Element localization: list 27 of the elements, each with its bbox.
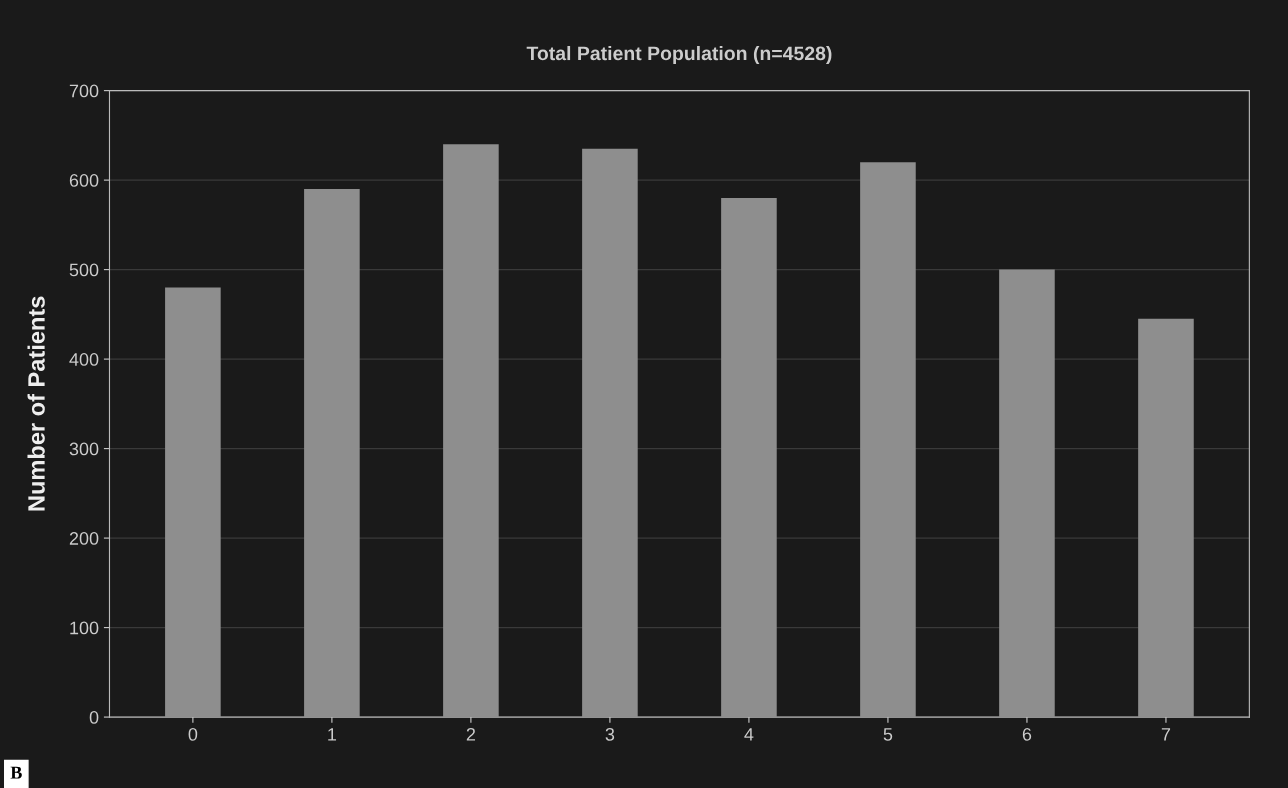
y-tick-label: 0 (89, 711, 99, 724)
y-tick-label: 500 (69, 263, 99, 277)
x-tick-label: 2 (466, 727, 476, 741)
x-tick-label: 3 (605, 727, 615, 741)
y-tick-label: 700 (69, 84, 99, 98)
x-tick-label: 4 (744, 728, 754, 741)
bar (999, 269, 1055, 718)
bar (860, 162, 916, 718)
bar (443, 144, 499, 718)
y-tick-label: 600 (69, 174, 99, 187)
x-tick-label: 1 (328, 728, 337, 741)
bar (165, 287, 221, 718)
bar (1138, 318, 1194, 718)
text: B (10, 766, 22, 779)
y-tick-label: 400 (69, 353, 99, 366)
bar (304, 189, 360, 718)
x-tick-label: 7 (1161, 728, 1171, 741)
y-tick-label: 300 (69, 442, 99, 456)
chart-title: Total Patient Population (n=4528) (526, 45, 832, 65)
y-tick-label: 200 (69, 532, 99, 545)
x-tick-label: 0 (188, 727, 198, 741)
y-axis-title: Number of Patients (27, 296, 45, 511)
y-tick-label: 100 (70, 621, 99, 635)
x-tick-label: 5 (883, 728, 893, 741)
bar (582, 148, 638, 718)
x-tick-label: 6 (1022, 727, 1032, 741)
bar (721, 198, 777, 718)
